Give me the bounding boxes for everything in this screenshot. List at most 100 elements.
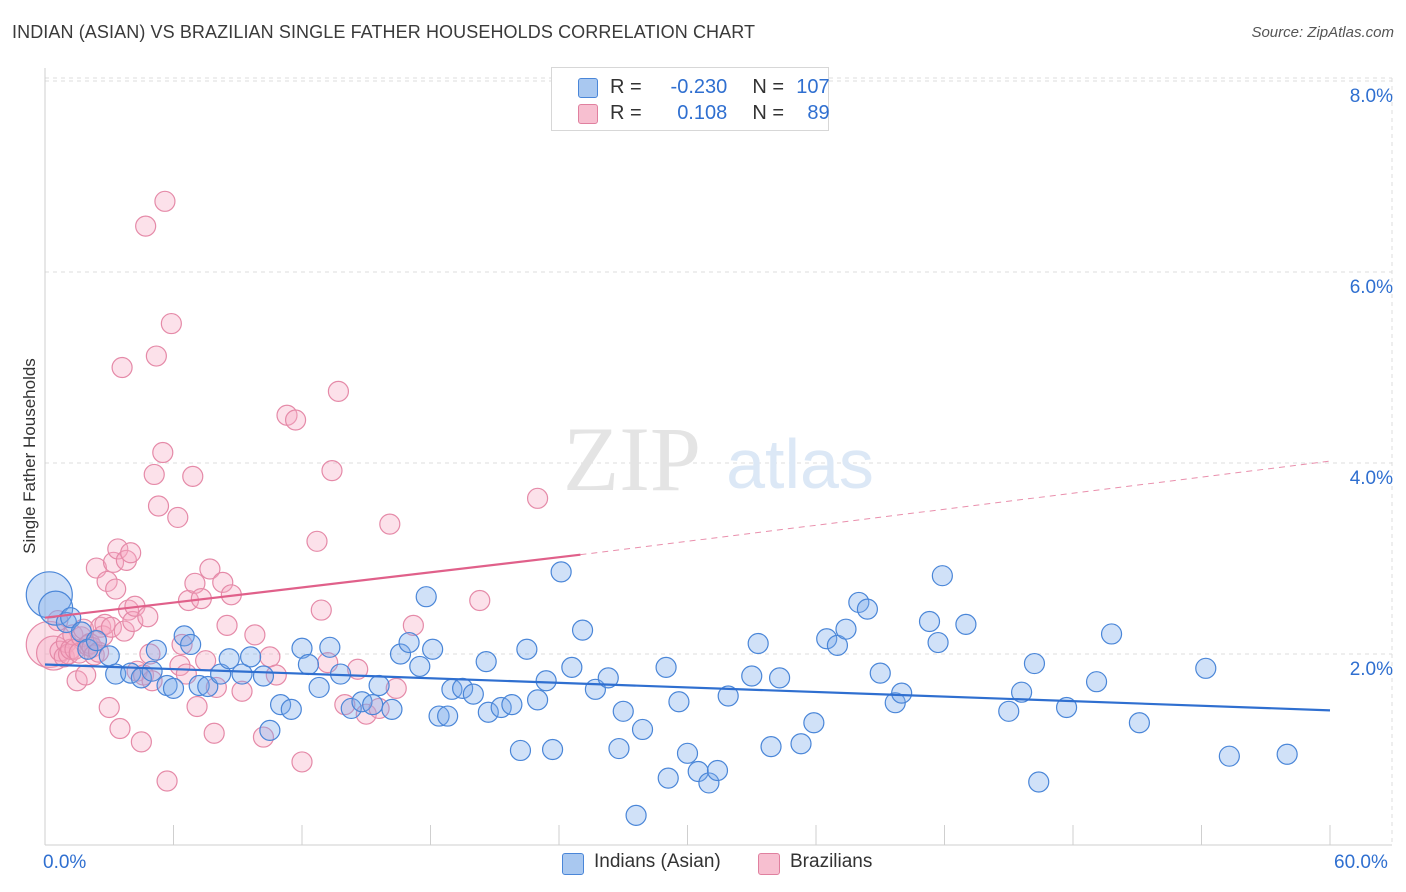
brazilians-point	[105, 578, 127, 600]
y-tick-label: 8.0%	[1349, 86, 1393, 107]
indians-asian-point	[60, 607, 82, 629]
brazilians-point	[334, 694, 356, 716]
brazilians-point	[143, 463, 165, 486]
indians-asian-point	[561, 656, 583, 678]
y-tick-label: 6.0%	[1349, 277, 1393, 298]
indians-asian-point	[803, 712, 825, 734]
watermark: ZIP atlas	[563, 408, 874, 510]
indians-asian-point	[462, 683, 484, 705]
indians-asian-point	[526, 689, 549, 711]
indians-asian-point	[790, 733, 812, 755]
brazilians-point	[156, 770, 178, 792]
brazilians-point	[147, 495, 170, 517]
indians-asian-point	[541, 738, 564, 761]
indians-asian-point	[747, 632, 769, 655]
indians-asian-point	[1010, 681, 1033, 703]
brazilians-point	[107, 538, 129, 560]
brazilians-point	[182, 465, 204, 487]
brazilians-point	[321, 460, 343, 482]
indians-asian-point	[145, 639, 167, 661]
indians-asian-point	[717, 685, 739, 707]
indians-asian-point	[848, 591, 870, 614]
indians-asian-point	[698, 772, 720, 794]
indians-asian-point	[340, 697, 362, 720]
indians-asian-point	[998, 700, 1020, 722]
legend-n-value: 89	[807, 102, 830, 124]
indians-asian-point	[1023, 652, 1046, 675]
indians-trend-line	[44, 663, 1331, 712]
indians-asian-point	[85, 630, 108, 652]
brazilians-point	[259, 646, 281, 668]
brazilians-point	[291, 751, 313, 773]
brazilians-trend-extension	[580, 460, 1331, 556]
brazilians-point	[139, 643, 161, 665]
indians-asian-point	[188, 674, 210, 697]
brazilians-point	[130, 731, 152, 753]
indians-asian-point	[308, 676, 330, 699]
indians-asian-point	[687, 760, 709, 783]
indians-asian-point	[657, 767, 679, 789]
indians-asian-point	[516, 638, 538, 660]
indians-asian-point	[409, 655, 431, 678]
indians-asian-point	[218, 648, 240, 670]
brazilians-point	[212, 571, 234, 593]
indians-asian-point	[835, 618, 857, 640]
brazilians-point	[171, 633, 193, 656]
indians-asian-point	[173, 625, 195, 647]
brazilians-point	[526, 487, 549, 509]
brazilians-point	[75, 664, 97, 686]
y-tick-label: 2.0%	[1349, 659, 1393, 680]
indians-asian-point	[197, 675, 219, 698]
indians-asian-point	[415, 586, 437, 608]
indians-asian-point	[240, 646, 262, 668]
indians-asian-point	[269, 694, 292, 716]
watermark-atlas: atlas	[726, 425, 874, 503]
axes	[44, 68, 1392, 846]
brazilians-point	[385, 677, 407, 699]
legend-r-label: R =	[610, 102, 642, 124]
brazilians-point	[402, 614, 424, 636]
legend-swatch-pink	[758, 853, 780, 875]
legend-label: Indians (Asian)	[594, 851, 721, 872]
brazilians-point	[160, 312, 182, 335]
brazilians-point	[152, 441, 174, 464]
indians-asian-point	[768, 667, 791, 689]
indians-asian-point	[422, 638, 444, 660]
indians-asian-point	[368, 674, 390, 697]
indians-asian-point	[259, 719, 281, 742]
indians-asian-point	[1055, 696, 1078, 719]
indians-asian-point	[252, 665, 275, 687]
legend-n-label: N =	[752, 102, 785, 124]
brazilians-point	[252, 726, 275, 748]
brazilians-point	[96, 570, 118, 593]
indians-asian-point	[105, 663, 127, 685]
indians-asian-point	[1276, 743, 1298, 765]
indians-asian-point	[319, 636, 341, 658]
legend-r-label: R =	[610, 76, 642, 98]
indians-asian-point	[1195, 657, 1217, 679]
brazilians-point	[137, 606, 159, 628]
brazilians-point	[154, 190, 176, 212]
indians-asian-point	[1128, 712, 1150, 734]
indians-asian-point	[891, 682, 913, 704]
legend-swatch-blue	[562, 853, 584, 875]
indians-asian-point	[98, 645, 120, 667]
x-tick-label-min: 0.0%	[43, 852, 87, 873]
indians-asian-point	[501, 694, 523, 716]
indians-asian-point	[362, 694, 384, 716]
indians-asian-point	[141, 660, 163, 682]
indians-asian-point	[280, 698, 302, 720]
brazilians-point	[135, 215, 157, 237]
watermark-zip: ZIP	[563, 408, 701, 510]
indians-asian-point	[1100, 623, 1123, 645]
legend-swatch-pink	[578, 104, 598, 124]
indians-asian-point	[381, 698, 403, 720]
indians-asian-point	[398, 631, 420, 654]
indians-asian-point	[612, 700, 634, 722]
legend-text: R = -0.230 N = 107	[610, 76, 830, 99]
legend-text: R = 0.108 N = 89	[610, 102, 830, 125]
legend-n-label: N =	[752, 76, 785, 98]
y-tick-label: 4.0%	[1349, 468, 1393, 489]
legend-r-value: 0.108	[677, 102, 728, 124]
